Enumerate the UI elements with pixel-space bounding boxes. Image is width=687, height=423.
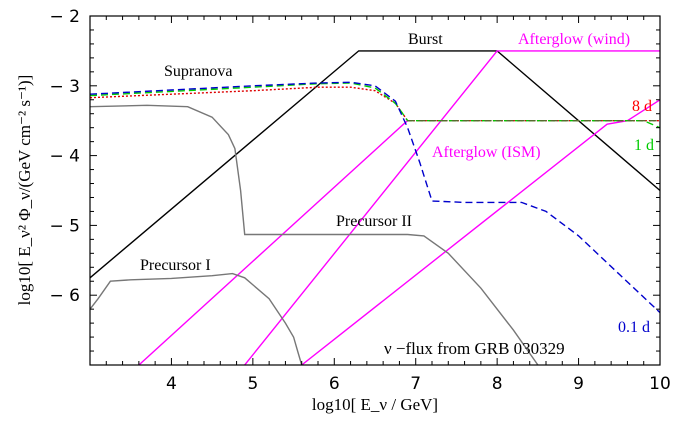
- label-burst: Burst: [408, 31, 443, 48]
- x-tick-label: 9: [573, 374, 584, 394]
- x-tick-label: 6: [329, 374, 340, 394]
- label-8d: 8 d: [632, 98, 652, 115]
- x-tick-label: 8: [492, 374, 503, 394]
- label-afterglow-wind: Afterglow (wind): [518, 31, 630, 48]
- y-tick-label: − 2: [50, 7, 80, 27]
- series-line-precursor-i: [90, 272, 303, 365]
- y-tick-label: − 6: [50, 286, 80, 306]
- label-precursor-1: Precursor I: [140, 257, 211, 274]
- x-tick-label: 7: [410, 374, 421, 394]
- x-axis-label: log10[ E_ν / GeV]: [312, 395, 438, 414]
- series-line-curve-5: [90, 82, 660, 129]
- series-line-curve-6: [90, 81, 660, 314]
- label-afterglow-ism: Afterglow (ISM): [432, 144, 541, 161]
- series-line-precursor-ii: [90, 104, 539, 365]
- x-tick-label: 5: [247, 374, 258, 394]
- label-precursor-2: Precursor II: [336, 213, 412, 230]
- series-line-burst: [90, 50, 660, 279]
- y-tick-label: − 5: [50, 216, 80, 236]
- series-line-supranova: [90, 86, 660, 122]
- plot-frame: [89, 15, 661, 366]
- label-1d: 1 d: [634, 137, 654, 154]
- y-tick-label: − 3: [50, 77, 80, 97]
- x-tick-label: 4: [166, 374, 177, 394]
- x-tick-label: 10: [649, 374, 671, 394]
- series-line-curve-3: [301, 99, 660, 365]
- series-line-afterglow-ism: [138, 120, 409, 365]
- y-axis-label: log10[ E_ν² Φ_ν/(GeV cm⁻² s⁻¹)]: [15, 75, 34, 306]
- y-tick-label: − 4: [50, 147, 80, 167]
- series-line-afterglow-wind: [244, 50, 660, 365]
- annotation: ν −flux from GRB 030329: [384, 339, 565, 358]
- label-supranova: Supranova: [164, 63, 232, 80]
- label-01d: 0.1 d: [618, 319, 650, 336]
